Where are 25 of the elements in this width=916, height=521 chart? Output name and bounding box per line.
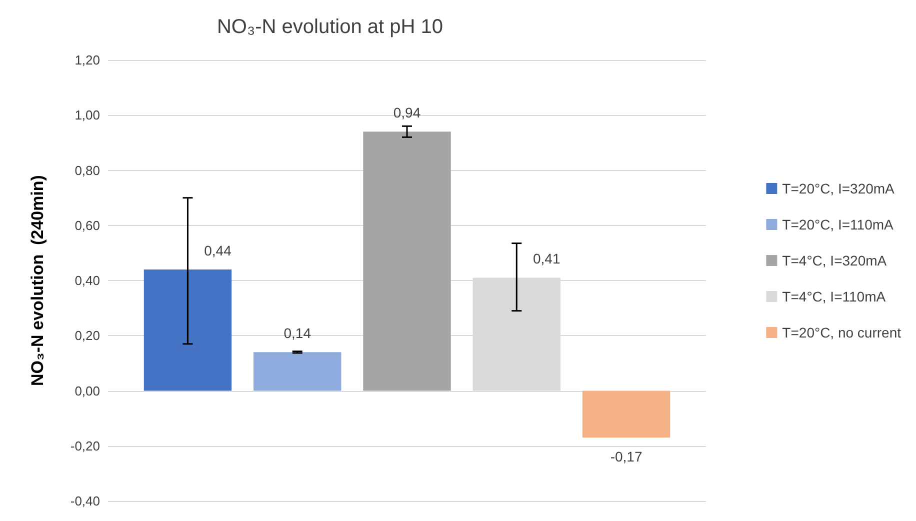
bar (254, 352, 342, 391)
data-label: 0,44 (204, 242, 232, 258)
y-tick-label: 0,80 (74, 162, 100, 178)
y-tick-label: 0,20 (74, 328, 100, 344)
data-label: -0,17 (610, 448, 642, 465)
y-tick-label: 1,00 (74, 108, 100, 123)
legend-label: T=20°C, no current (782, 324, 902, 340)
data-label: 0,14 (284, 325, 312, 342)
legend-label: T=4°C, I=110mA (782, 288, 886, 304)
legend-label: T=20°C, I=320mA (782, 180, 896, 196)
y-tick-label: 0,60 (74, 218, 100, 233)
data-label: 0,41 (533, 250, 560, 267)
y-axis-title: NO₃-N evolution (240min) (28, 175, 47, 386)
y-tick-label: 0,40 (74, 273, 100, 288)
bar (582, 390, 670, 438)
chart-title: NO₃-N evolution at pH 10 (216, 16, 444, 38)
y-tick-label: -0,40 (70, 494, 100, 508)
data-label: 0,94 (393, 104, 421, 121)
y-tick-label: -0,20 (70, 438, 100, 454)
y-tick-label: 0,00 (74, 383, 100, 398)
bar (363, 132, 451, 391)
legend-label: T=20°C, I=110mA (782, 216, 894, 232)
legend-label: T=4°C, I=320mA (782, 252, 888, 268)
y-tick-label: 1,20 (74, 52, 100, 68)
bar (144, 269, 232, 391)
